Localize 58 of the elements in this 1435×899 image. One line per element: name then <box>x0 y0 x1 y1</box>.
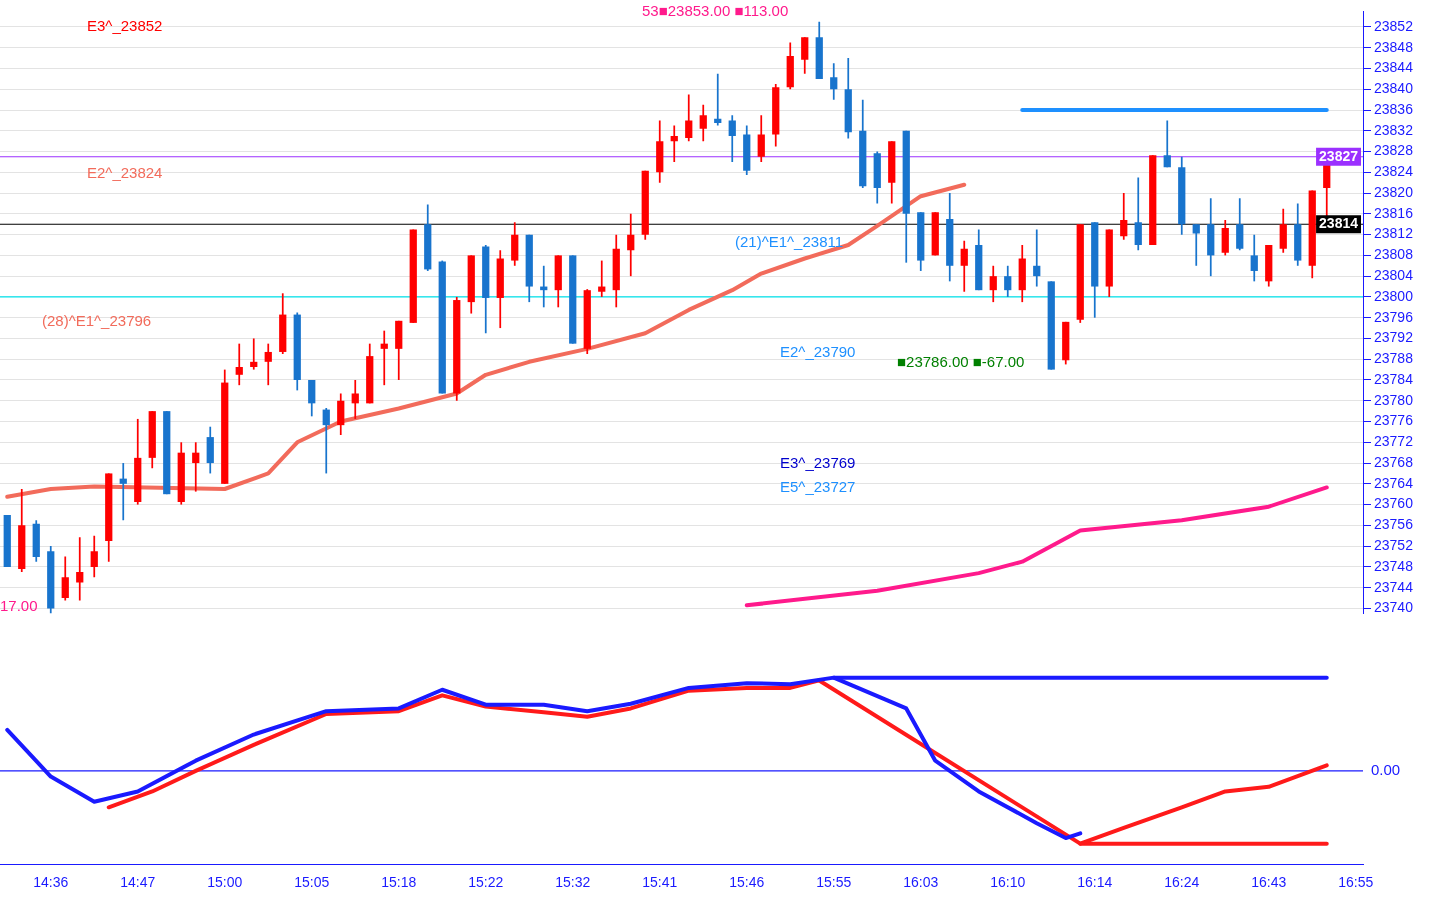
annotation: E2^_23824 <box>87 164 163 182</box>
annotation: (28)^E1^_23796 <box>42 312 152 330</box>
annotation: E5^_23727 <box>780 478 856 496</box>
y-tick-label: 23804 <box>1374 267 1414 284</box>
y-tick-label: 23784 <box>1374 370 1414 387</box>
annotation: 53■23853.00 ■113.00 <box>642 2 789 20</box>
y-tick-label: 23796 <box>1374 308 1414 325</box>
annotation: ■23786.00 ■-67.00 <box>897 353 1025 371</box>
y-tick-label: 23752 <box>1374 536 1414 553</box>
x-tick-label: 14:36 <box>33 874 69 891</box>
ref-line-label: 23814 <box>1319 215 1359 232</box>
y-tick-label: 23836 <box>1374 100 1414 117</box>
x-tick-label: 16:24 <box>1164 874 1200 891</box>
y-tick-label: 23740 <box>1374 599 1414 616</box>
y-tick-label: 23760 <box>1374 495 1414 512</box>
y-tick-label: 23840 <box>1374 80 1414 97</box>
x-tick-label: 15:55 <box>816 874 852 891</box>
x-tick-label: 15:05 <box>294 874 330 891</box>
annotation: E3^_23769 <box>780 454 856 472</box>
y-tick-label: 23848 <box>1374 38 1414 55</box>
x-tick-label: 15:22 <box>468 874 504 891</box>
x-tick-label: 15:18 <box>381 874 417 891</box>
x-tick-label: 15:00 <box>207 874 243 891</box>
y-tick-label: 23812 <box>1374 225 1414 242</box>
y-tick-label: 23852 <box>1374 17 1414 34</box>
x-tick-label: 15:46 <box>729 874 765 891</box>
x-tick-label: 16:55 <box>1338 874 1374 891</box>
x-tick-label: 16:14 <box>1077 874 1113 891</box>
y-tick-label: 23776 <box>1374 412 1414 429</box>
x-tick-label: 16:43 <box>1251 874 1287 891</box>
y-tick-label: 23844 <box>1374 59 1414 76</box>
y-tick-label: 23764 <box>1374 474 1414 491</box>
x-tick-label: 15:32 <box>555 874 591 891</box>
x-tick-label: 15:41 <box>642 874 678 891</box>
annotation: 17.00 <box>0 597 38 615</box>
y-tick-label: 23744 <box>1374 578 1414 595</box>
y-tick-label: 23772 <box>1374 433 1414 450</box>
y-tick-label: 23828 <box>1374 142 1414 159</box>
x-tick-label: 14:47 <box>120 874 156 891</box>
x-tick-label: 16:10 <box>990 874 1026 891</box>
y-tick-label: 23824 <box>1374 163 1414 180</box>
y-tick-label: 23788 <box>1374 350 1414 367</box>
ref-line-label: 23827 <box>1319 147 1359 164</box>
y-tick-label: 23816 <box>1374 204 1414 221</box>
annotation: (21)^E1^_23811 <box>735 233 844 251</box>
y-tick-label: 23768 <box>1374 453 1414 470</box>
y-tick-label: 23748 <box>1374 557 1414 574</box>
y-tick-label: 23792 <box>1374 329 1414 346</box>
y-tick-label: 23756 <box>1374 516 1414 533</box>
annotation: E3^_23852 <box>87 17 163 35</box>
y-tick-label: 23820 <box>1374 183 1414 200</box>
y-tick-label: 23832 <box>1374 121 1414 138</box>
text: 0.00 <box>1371 761 1401 779</box>
y-tick-label: 23800 <box>1374 287 1414 304</box>
annotation: E2^_23790 <box>780 343 856 361</box>
x-tick-label: 16:03 <box>903 874 939 891</box>
y-tick-label: 23780 <box>1374 391 1414 408</box>
y-tick-label: 23808 <box>1374 246 1414 263</box>
